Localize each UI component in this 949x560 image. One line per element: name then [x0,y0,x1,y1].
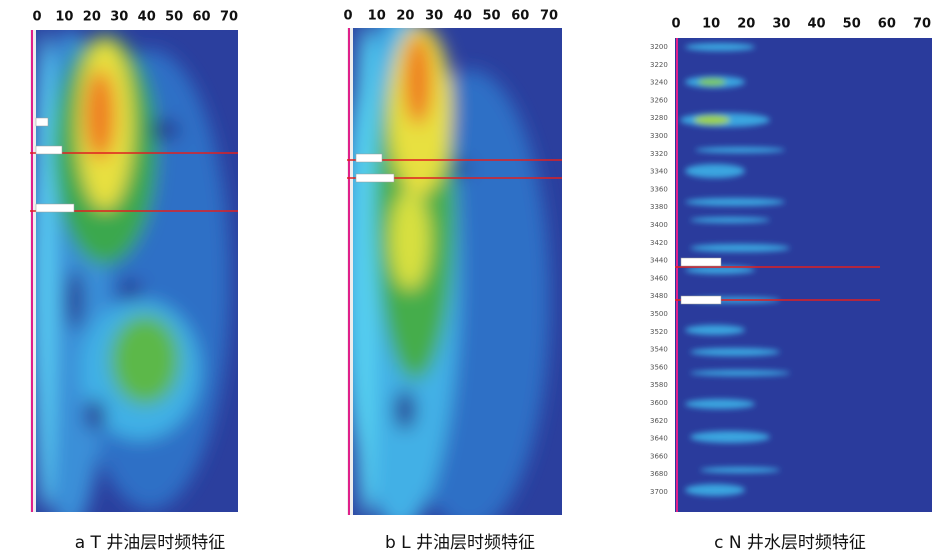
x-tick-label: 30 [772,17,790,32]
y-tick-label: 3700 [650,488,668,496]
energy-blob [67,270,83,330]
energy-blob [690,217,770,223]
layer-tag [680,295,722,305]
panel-caption: b L 井油层时频特征 [385,533,535,553]
y-tick-label: 3440 [650,257,668,265]
energy-blob [690,348,780,356]
energy-blob [85,400,105,430]
x-tick-label: 20 [737,17,755,32]
energy-blob [110,315,180,405]
energy-blob [685,43,755,51]
y-tick-label: 3420 [650,239,668,247]
energy-blob [685,198,785,206]
x-tick-label: 50 [843,17,861,32]
panel-caption: c N 井水层时频特征 [714,533,866,553]
energy-blob [685,399,755,409]
energy-blob [33,30,57,510]
energy-blob [404,35,432,125]
x-tick-label: 40 [138,10,156,25]
y-tick-label: 3260 [650,96,668,104]
y-tick-label: 3300 [650,132,668,140]
y-tick-label: 3340 [650,168,668,176]
x-tick-label: 0 [343,9,352,24]
y-tick-label: 3500 [650,310,668,318]
energy-blob [690,244,790,252]
y-tick-label: 3600 [650,399,668,407]
energy-blob [685,325,745,335]
x-tick-label: 70 [913,17,931,32]
x-tick-label: 60 [878,17,896,32]
x-tick-label: 10 [55,10,73,25]
heatmap [675,38,932,512]
x-tick-label: 70 [220,10,238,25]
layer-tag [35,117,49,127]
layer-tag [35,145,63,155]
x-tick-label: 30 [110,10,128,25]
y-tick-label: 3240 [650,79,668,87]
energy-blob [695,147,785,153]
x-tick-label: 0 [671,17,680,32]
x-tick-label: 40 [808,17,826,32]
y-tick-label: 3480 [650,292,668,300]
x-tick-label: 60 [193,10,211,25]
x-tick-label: 10 [702,17,720,32]
y-tick-label: 3320 [650,150,668,158]
energy-blob [694,115,730,125]
x-tick-label: 50 [483,9,501,24]
y-tick-label: 3660 [650,452,668,460]
y-tick-label: 3640 [650,435,668,443]
x-tick-label: 10 [368,9,386,24]
heatmap [347,28,562,515]
heatmap [30,30,238,512]
y-tick-label: 3620 [650,417,668,425]
energy-blob [685,266,755,274]
energy-blob [690,370,790,376]
y-tick-label: 3540 [650,346,668,354]
y-tick-label: 3280 [650,114,668,122]
energy-blob [690,431,770,443]
y-tick-label: 3360 [650,185,668,193]
energy-blob [118,280,142,300]
heatmap-field [30,30,230,512]
y-tick-label: 3580 [650,381,668,389]
y-tick-label: 3220 [650,61,668,69]
x-tick-label: 70 [540,9,558,24]
x-tick-label: 40 [454,9,472,24]
energy-blob [390,190,430,290]
x-tick-label: 60 [511,9,529,24]
heatmaps [30,28,932,515]
energy-blob [395,390,415,430]
y-tick-label: 3460 [650,274,668,282]
layer-tag [355,173,395,183]
layer-tag [35,203,75,213]
energy-blob [700,467,780,473]
layer-tag [680,257,722,267]
y-tick-label: 3680 [650,470,668,478]
layer-tag [355,153,383,163]
energy-blob [685,484,745,496]
heatmap-field [347,28,550,515]
x-tick-label: 50 [165,10,183,25]
heatmap-field [680,43,790,496]
y-tick-label: 3380 [650,203,668,211]
energy-blob [450,160,470,176]
energy-blob [150,120,180,140]
y-tick-label: 3200 [650,43,668,51]
energy-blob [85,70,115,160]
energy-blob [353,28,377,515]
panel-caption: a T 井油层时频特征 [75,533,226,553]
x-tick-label: 30 [425,9,443,24]
energy-blob [685,164,745,178]
x-tick-label: 20 [83,10,101,25]
y-tick-label: 3400 [650,221,668,229]
y-tick-label: 3520 [650,328,668,336]
x-tick-label: 0 [32,10,41,25]
x-tick-label: 20 [396,9,414,24]
y-tick-label: 3560 [650,363,668,371]
energy-blob [698,78,726,86]
